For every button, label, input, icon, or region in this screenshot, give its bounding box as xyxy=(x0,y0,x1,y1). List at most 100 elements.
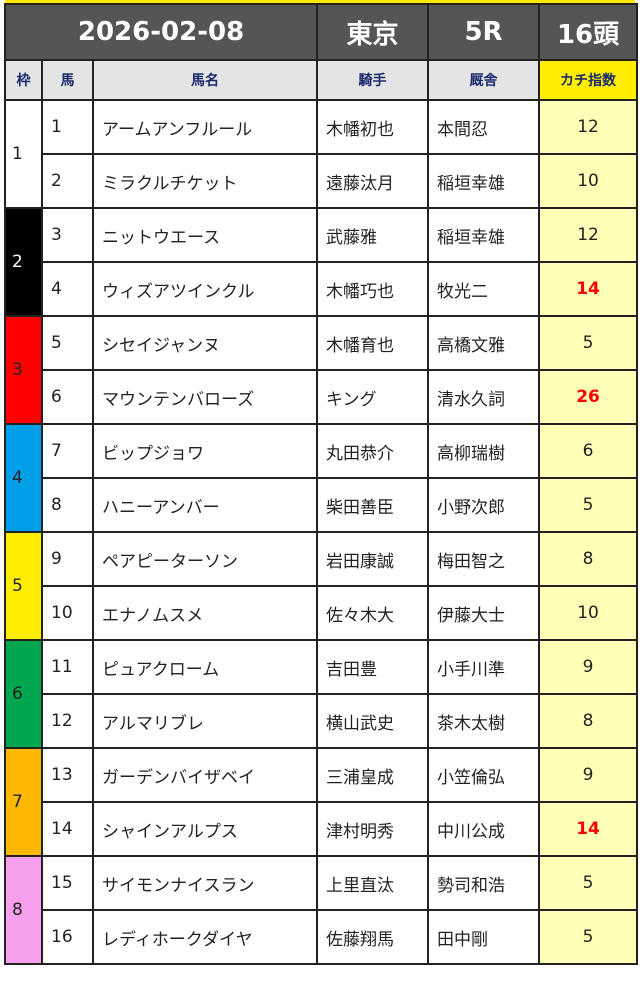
horse-name: マウンテンバローズ xyxy=(91,369,319,425)
horse-number: 6 xyxy=(41,369,94,425)
horse-number: 8 xyxy=(41,477,94,533)
kachi-score: 5 xyxy=(538,477,639,533)
horse-name: アルマリブレ xyxy=(91,693,319,749)
table-row: 7 13 ガーデンバイザベイ 三浦皇成 小笠倫弘 9 xyxy=(4,747,639,857)
horse-number: 7 xyxy=(41,423,94,479)
kachi-score: 12 xyxy=(538,99,639,155)
race-header: 2026-02-08 東京 5R 16頭 xyxy=(3,3,639,61)
horse-name: エナノムスメ xyxy=(91,585,319,641)
frame-cell: 2 xyxy=(4,207,43,317)
col-score: カチ指数 xyxy=(538,59,639,101)
kachi-score: 26 xyxy=(538,369,639,425)
trainer-name: 田中剛 xyxy=(427,909,541,965)
table-row: 2 ミラクルチケット 遠藤汰月 稲垣幸雄 10 xyxy=(5,153,639,209)
trainer-name: 中川公成 xyxy=(427,801,541,857)
horse-name: サイモンナイスラン xyxy=(91,855,319,911)
col-frame: 枠 xyxy=(4,59,43,101)
table-row: 14 シャインアルプス 津村明秀 中川公成 14 xyxy=(5,801,639,857)
horse-number: 16 xyxy=(41,909,94,965)
trainer-name: 勢司和浩 xyxy=(427,855,541,911)
trainer-name: 小笠倫弘 xyxy=(427,747,541,803)
horse-number: 2 xyxy=(41,153,94,209)
race-table: 2026-02-08 東京 5R 16頭 枠 馬 馬名 騎手 厩舎 カチ指数 1… xyxy=(3,3,639,965)
trainer-name: 高橋文雅 xyxy=(427,315,541,371)
trainer-name: 梅田智之 xyxy=(427,531,541,587)
horse-name: シャインアルプス xyxy=(91,801,319,857)
frame-cell: 5 xyxy=(4,531,43,641)
trainer-name: 稲垣幸雄 xyxy=(427,207,541,263)
kachi-score: 5 xyxy=(538,855,639,911)
jockey-name: 木幡初也 xyxy=(316,99,430,155)
race-number: 5R xyxy=(427,3,541,61)
table-row: 8 15 サイモンナイスラン 上里直汰 勢司和浩 5 xyxy=(4,855,639,965)
trainer-name: 清水久詞 xyxy=(427,369,541,425)
frame-cell: 3 xyxy=(4,315,43,425)
table-row: 8 ハニーアンバー 柴田善臣 小野次郎 5 xyxy=(5,477,639,533)
col-trainer: 厩舎 xyxy=(427,59,541,101)
kachi-score: 14 xyxy=(538,801,639,857)
kachi-score: 10 xyxy=(538,585,639,641)
jockey-name: 吉田豊 xyxy=(316,639,430,695)
horse-number: 14 xyxy=(41,801,94,857)
table-row: 16 レディホークダイヤ 佐藤翔馬 田中剛 5 xyxy=(5,909,639,965)
race-date: 2026-02-08 xyxy=(3,3,319,61)
kachi-score: 8 xyxy=(538,531,639,587)
column-headers: 枠 馬 馬名 騎手 厩舎 カチ指数 xyxy=(4,59,639,101)
col-num: 馬 xyxy=(41,59,94,101)
horse-name: ピュアクローム xyxy=(91,639,319,695)
horse-name: ガーデンバイザベイ xyxy=(91,747,319,803)
table-row: 4 ウィズアツインクル 木幡巧也 牧光二 14 xyxy=(5,261,639,317)
jockey-name: 丸田恭介 xyxy=(316,423,430,479)
frame-cell: 8 xyxy=(4,855,43,965)
kachi-score: 10 xyxy=(538,153,639,209)
horse-number: 15 xyxy=(41,855,94,911)
trainer-name: 稲垣幸雄 xyxy=(427,153,541,209)
jockey-name: 津村明秀 xyxy=(316,801,430,857)
runner-count: 16頭 xyxy=(538,3,639,61)
horse-number: 12 xyxy=(41,693,94,749)
table-row: 12 アルマリブレ 横山武史 茶木太樹 8 xyxy=(5,693,639,749)
col-jockey: 騎手 xyxy=(316,59,430,101)
jockey-name: 上里直汰 xyxy=(316,855,430,911)
horse-number: 4 xyxy=(41,261,94,317)
trainer-name: 伊藤大士 xyxy=(427,585,541,641)
kachi-score: 14 xyxy=(538,261,639,317)
horse-name: ペアピーターソン xyxy=(91,531,319,587)
horse-number: 13 xyxy=(41,747,94,803)
kachi-score: 5 xyxy=(538,909,639,965)
horse-number: 5 xyxy=(41,315,94,371)
kachi-score: 12 xyxy=(538,207,639,263)
horse-name: アームアンフルール xyxy=(91,99,319,155)
table-row: 10 エナノムスメ 佐々木大 伊藤大士 10 xyxy=(5,585,639,641)
horse-number: 10 xyxy=(41,585,94,641)
trainer-name: 小野次郎 xyxy=(427,477,541,533)
jockey-name: 武藤雅 xyxy=(316,207,430,263)
jockey-name: 三浦皇成 xyxy=(316,747,430,803)
kachi-score: 8 xyxy=(538,693,639,749)
jockey-name: 柴田善臣 xyxy=(316,477,430,533)
frame-cell: 1 xyxy=(4,99,43,209)
horse-name: ハニーアンバー xyxy=(91,477,319,533)
trainer-name: 本間忍 xyxy=(427,99,541,155)
table-row: 2 3 ニットウエース 武藤雅 稲垣幸雄 12 xyxy=(4,207,639,317)
kachi-score: 9 xyxy=(538,747,639,803)
horse-number: 11 xyxy=(41,639,94,695)
trainer-name: 小手川準 xyxy=(427,639,541,695)
trainer-name: 茶木太樹 xyxy=(427,693,541,749)
kachi-score: 6 xyxy=(538,423,639,479)
horse-name: シセイジャンヌ xyxy=(91,315,319,371)
kachi-score: 5 xyxy=(538,315,639,371)
horse-number: 1 xyxy=(41,99,94,155)
jockey-name: 佐々木大 xyxy=(316,585,430,641)
kachi-score: 9 xyxy=(538,639,639,695)
table-row: 4 7 ビップジョワ 丸田恭介 高柳瑞樹 6 xyxy=(4,423,639,533)
trainer-name: 高柳瑞樹 xyxy=(427,423,541,479)
table-row: 5 9 ペアピーターソン 岩田康誠 梅田智之 8 xyxy=(4,531,639,641)
col-name: 馬名 xyxy=(91,59,319,101)
horse-number: 3 xyxy=(41,207,94,263)
top-accent-line xyxy=(5,0,635,3)
horse-name: レディホークダイヤ xyxy=(91,909,319,965)
jockey-name: 木幡育也 xyxy=(316,315,430,371)
horse-number: 9 xyxy=(41,531,94,587)
table-row: 1 1 アームアンフルール 木幡初也 本間忍 12 xyxy=(4,99,639,209)
